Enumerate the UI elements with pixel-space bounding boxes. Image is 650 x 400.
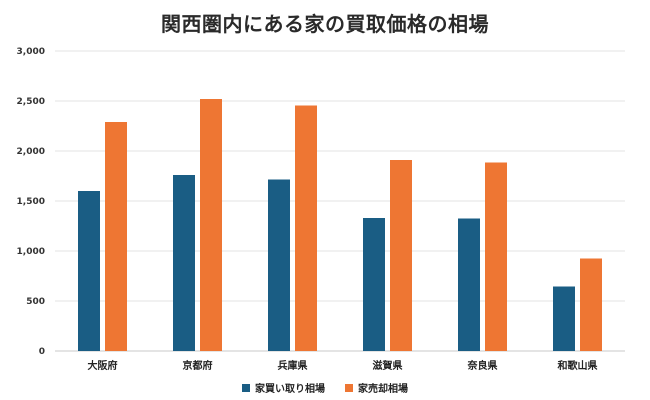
x-category-label: 滋賀県 [373,359,403,372]
bar-buyback [458,218,480,351]
bar-buyback [78,191,100,351]
y-tick-label: 1,500 [17,197,45,207]
bar-sale [105,122,127,351]
y-tick-label: 2,500 [17,97,45,107]
bar-buyback [363,218,385,351]
x-category-label: 大阪府 [88,359,118,372]
legend-label-buyback: 家買い取り相場 [255,384,325,395]
bar-buyback [268,179,290,351]
y-tick-label: 0 [39,347,45,357]
chart-legend: 家買い取り相場 家売却相場 [0,380,650,395]
legend-label-sale: 家売却相場 [358,384,408,395]
legend-item-buyback: 家買い取り相場 [242,380,325,395]
x-category-label: 和歌山県 [557,359,598,372]
x-category-label: 京都府 [183,359,213,372]
bar-buyback [173,175,195,351]
y-tick-label: 2,000 [17,147,45,157]
bar-sale [295,105,317,351]
bar-buyback [553,286,575,351]
legend-item-sale: 家売却相場 [345,380,408,395]
bar-sale [200,99,222,351]
bar-sale [485,162,507,351]
y-tick-label: 3,000 [17,47,45,57]
x-category-label: 兵庫県 [278,359,308,372]
legend-swatch-sale [345,383,353,392]
bar-sale [390,160,412,351]
y-tick-label: 500 [26,297,45,307]
chart-title: 関西圏内にある家の買取価格の相場 [161,12,489,36]
bar-sale [580,258,602,351]
x-category-label: 奈良県 [467,359,498,372]
y-tick-label: 1,000 [17,247,45,257]
legend-swatch-buyback [242,383,250,392]
